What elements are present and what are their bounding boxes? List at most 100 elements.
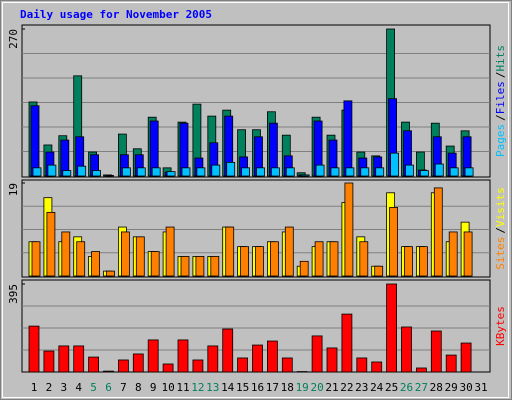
bar: [430, 330, 442, 373]
bar: [300, 174, 310, 177]
bar: [136, 167, 146, 177]
bar: [299, 260, 309, 277]
bar: [341, 313, 353, 373]
x-tick-label: 7: [120, 381, 127, 394]
bar: [132, 353, 144, 373]
bar: [92, 170, 101, 177]
bar: [448, 231, 458, 277]
bar: [434, 163, 444, 177]
x-tick-label: 28: [430, 381, 443, 394]
bar: [91, 251, 100, 277]
x-tick-label: 19: [296, 381, 309, 394]
bar: [390, 152, 400, 177]
bar: [270, 167, 280, 177]
bar: [360, 167, 370, 177]
legend-entry: Sites: [494, 237, 507, 270]
y-tick-label: 19: [7, 183, 20, 196]
x-tick-label: 21: [325, 381, 338, 394]
bar: [226, 161, 236, 177]
x-tick-label: 30: [459, 381, 472, 394]
bar: [211, 164, 221, 177]
bar: [88, 356, 99, 373]
legend-separator: /: [494, 72, 507, 79]
bar: [180, 256, 190, 277]
legend-entry: Pages: [494, 124, 507, 157]
bar: [445, 354, 457, 373]
x-tick-label: 23: [355, 381, 368, 394]
bar: [32, 167, 42, 177]
x-tick-label: 27: [415, 381, 428, 394]
bar: [345, 167, 355, 177]
x-tick-label: 13: [206, 381, 219, 394]
x-tick-label: 5: [90, 381, 97, 394]
bar: [165, 226, 175, 277]
bar: [62, 170, 72, 177]
bar: [284, 226, 294, 277]
bar: [46, 211, 56, 277]
x-tick-label: 12: [191, 381, 204, 394]
bar: [266, 340, 278, 373]
bar: [151, 167, 161, 177]
bar: [418, 246, 428, 277]
y-tick-label: 395: [7, 284, 20, 304]
bar: [314, 241, 324, 277]
bar: [419, 170, 429, 177]
bar: [415, 367, 427, 373]
bar: [460, 342, 472, 373]
bar: [207, 345, 219, 373]
bar: [449, 167, 459, 177]
x-tick-label: 2: [46, 381, 53, 394]
bar: [256, 167, 265, 177]
bar: [311, 335, 323, 373]
x-tick-label: 24: [370, 381, 384, 394]
bar: [122, 167, 131, 177]
bar: [241, 167, 251, 177]
x-tick-label: 15: [236, 381, 249, 394]
bar: [404, 246, 413, 277]
bar: [405, 164, 414, 177]
bar: [118, 359, 129, 373]
x-tick-label: 26: [400, 381, 413, 394]
bar: [177, 339, 189, 373]
bar: [73, 345, 85, 373]
x-tick-label: 17: [266, 381, 279, 394]
bar: [315, 164, 325, 177]
legend-entry: KBytes: [494, 306, 507, 346]
bar: [150, 251, 160, 277]
legend: Sites /Visits: [494, 187, 507, 270]
legend-entry: Files: [494, 81, 507, 114]
bar: [210, 256, 220, 277]
bar: [166, 171, 176, 177]
bar: [285, 167, 295, 177]
bar: [269, 241, 279, 277]
x-tick-label: 22: [340, 381, 353, 394]
y-tick-label: 270: [7, 29, 20, 49]
bar: [255, 246, 264, 277]
bar: [344, 182, 354, 277]
bar: [359, 241, 369, 277]
bar: [135, 236, 145, 277]
bar: [240, 246, 250, 277]
bar: [281, 357, 293, 373]
legend: Pages/Files/Hits: [494, 45, 507, 157]
bar: [326, 347, 338, 373]
x-tick-label: 8: [135, 381, 142, 394]
bar: [162, 363, 174, 373]
legend-separator: /: [494, 114, 507, 121]
bar: [330, 167, 340, 177]
bar: [343, 100, 353, 177]
chart-title: Daily usage for November 2005: [20, 8, 212, 21]
legend-separator: /: [494, 227, 507, 234]
x-tick-label: 18: [281, 381, 294, 394]
x-tick-label: 4: [75, 381, 82, 394]
bar: [106, 270, 115, 277]
bar: [43, 350, 55, 373]
bar: [61, 231, 71, 277]
x-tick-label: 3: [60, 381, 67, 394]
bar: [401, 326, 412, 373]
bar: [222, 328, 234, 373]
bar: [356, 357, 368, 373]
